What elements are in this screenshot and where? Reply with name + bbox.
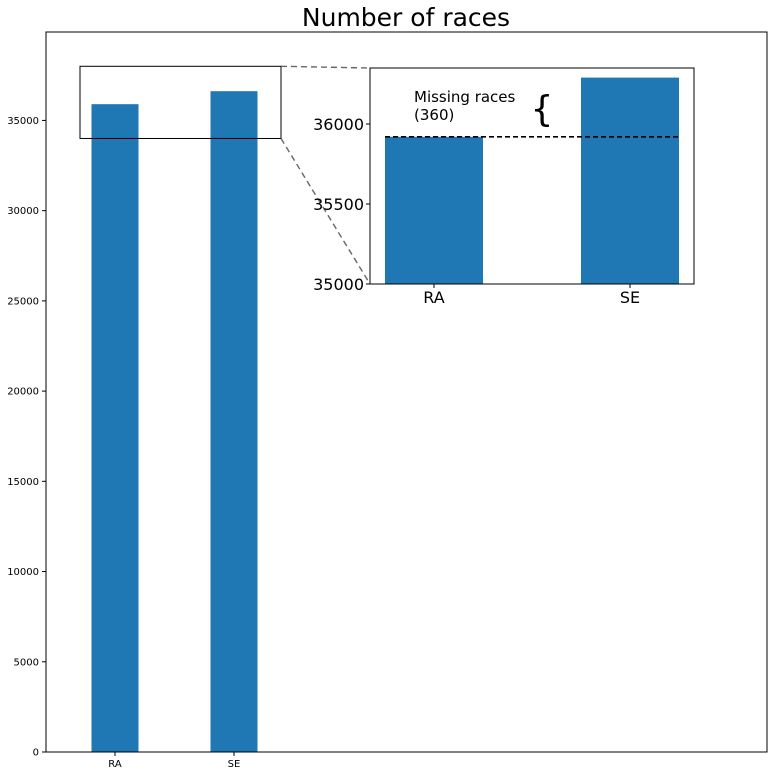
- inset-bar-se: [581, 77, 679, 284]
- inset-bar-ra: [385, 136, 483, 284]
- main-plot: 0 5000 10000 15000 20000 25000 30000 35000 RA SE: [7, 31, 768, 770]
- inset-x-tick-label: RA: [423, 288, 444, 307]
- y-tick-label: 5000: [14, 657, 39, 668]
- y-tick-label: 30000: [7, 206, 39, 217]
- x-tick-label: SE: [228, 759, 241, 770]
- inset-y-tick-label: 36000: [313, 115, 364, 134]
- x-tick-label: RA: [108, 759, 122, 770]
- y-tick-label: 10000: [7, 567, 39, 578]
- zoom-connectors: [280, 65, 371, 285]
- inset-y-tick-label: 35000: [313, 275, 364, 294]
- main-axes-frame: [45, 31, 768, 753]
- annotation-line2: (360): [414, 106, 454, 124]
- zoom-window: [79, 65, 282, 139]
- inset-x-tick-label: SE: [620, 288, 640, 307]
- connector-bottom: [280, 138, 371, 285]
- bar-ra: [91, 104, 139, 753]
- annotation-line1: Missing races: [414, 88, 516, 106]
- y-tick-label: 35000: [7, 116, 39, 127]
- brace-symbol: {: [531, 89, 554, 130]
- inset-plot: 35000 35500 36000 RA SE Missing races(360) {: [313, 67, 695, 307]
- chart-title: Number of races: [302, 3, 510, 32]
- inset-y-tick-label: 35500: [313, 195, 364, 214]
- connector-top: [280, 65, 371, 69]
- y-tick-label: 0: [33, 748, 39, 759]
- y-tick-label: 20000: [7, 387, 39, 398]
- bar-se: [210, 91, 258, 752]
- inset-axes-frame: [369, 67, 695, 285]
- y-tick-label: 25000: [7, 296, 39, 307]
- y-tick-label: 15000: [7, 477, 39, 488]
